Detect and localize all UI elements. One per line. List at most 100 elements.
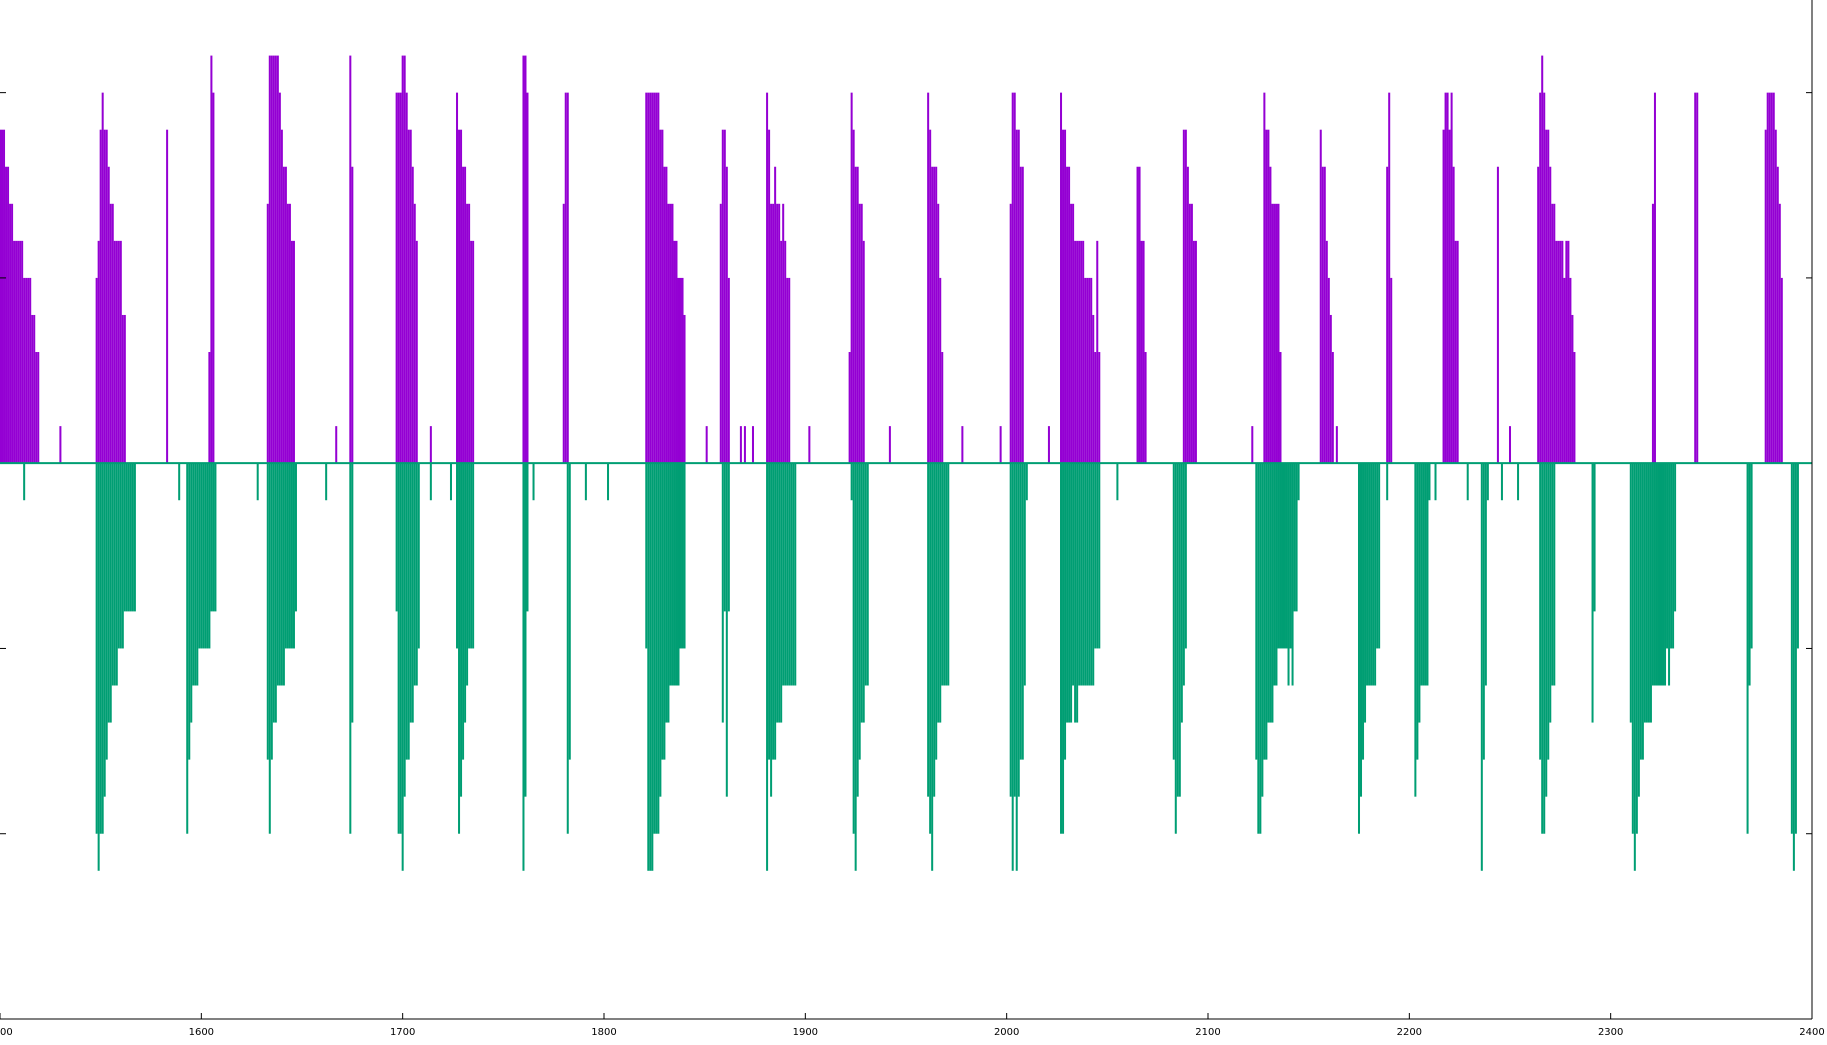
bar: [1768, 92, 1771, 464]
bar: [1265, 129, 1268, 464]
bar: [1414, 463, 1417, 797]
bar: [1017, 463, 1020, 797]
bar: [449, 463, 452, 501]
bar: [786, 277, 789, 464]
bar: [788, 277, 791, 464]
bar: [429, 463, 432, 501]
bar: [349, 463, 352, 834]
bar: [190, 463, 193, 723]
bar: [1539, 463, 1542, 760]
bar: [1023, 463, 1026, 686]
bar: [121, 314, 124, 464]
bar: [1364, 463, 1367, 723]
bar: [1666, 463, 1669, 649]
bar: [526, 92, 529, 464]
bar: [7, 166, 10, 464]
bar: [407, 129, 410, 464]
bar: [1647, 463, 1650, 723]
bar: [1456, 240, 1459, 464]
bar: [860, 203, 863, 464]
bar: [1273, 203, 1276, 464]
bar: [1068, 463, 1071, 723]
bar: [1074, 240, 1077, 464]
bar: [778, 463, 781, 723]
bar: [1776, 166, 1779, 464]
bar: [270, 55, 273, 464]
bar: [856, 463, 859, 797]
bar: [1182, 463, 1185, 686]
bar: [351, 463, 354, 723]
x-tick-label: 2100: [1195, 1027, 1220, 1038]
bar: [671, 203, 674, 464]
bar: [29, 277, 32, 464]
bar: [276, 463, 279, 686]
bar: [194, 463, 197, 686]
bar: [651, 92, 654, 464]
bar: [1370, 463, 1373, 686]
bar: [1088, 277, 1091, 464]
bar: [1796, 463, 1799, 649]
bar: [270, 463, 273, 760]
bar: [1420, 463, 1423, 686]
bar: [111, 203, 114, 464]
bar: [653, 92, 656, 464]
bar: [675, 240, 678, 464]
bar: [1482, 463, 1485, 760]
bar: [1025, 463, 1028, 501]
x-tick-label: 1500: [0, 1027, 13, 1038]
bar: [947, 463, 950, 686]
bar: [415, 463, 418, 686]
bar: [292, 240, 295, 464]
bar: [792, 463, 795, 686]
bar: [1182, 129, 1185, 464]
bar: [677, 277, 680, 464]
bar: [395, 92, 398, 464]
bar: [1778, 203, 1781, 464]
bar: [417, 463, 420, 649]
bar: [1275, 203, 1278, 464]
bar: [466, 463, 469, 686]
bar: [1376, 463, 1379, 649]
bar: [1062, 463, 1065, 834]
bar: [669, 203, 672, 464]
bar: [95, 463, 98, 834]
bar: [1064, 463, 1067, 760]
bar: [774, 166, 777, 464]
bar: [266, 463, 269, 760]
bar: [1662, 463, 1665, 686]
bar: [1186, 166, 1189, 464]
bar: [776, 203, 779, 464]
bar: [208, 352, 211, 464]
bar: [657, 463, 660, 834]
bar: [1541, 463, 1544, 834]
bar: [458, 463, 461, 834]
bar: [681, 463, 684, 649]
bar: [856, 166, 859, 464]
bar: [1277, 203, 1280, 464]
bar: [206, 463, 209, 649]
bar: [23, 463, 26, 501]
bar: [409, 463, 412, 723]
bar: [1774, 129, 1777, 464]
bar: [1444, 92, 1447, 464]
bar: [1070, 463, 1073, 723]
bar: [123, 314, 126, 464]
bar: [25, 277, 28, 464]
bar: [776, 463, 779, 723]
bar: [1569, 277, 1572, 464]
bar: [119, 463, 122, 649]
bar: [405, 92, 408, 464]
bar: [99, 463, 102, 834]
bar: [401, 55, 404, 464]
bar: [1, 129, 4, 464]
bar: [657, 92, 660, 464]
bar: [566, 463, 569, 834]
x-tick-label: 2400: [1799, 1027, 1824, 1038]
bar: [1021, 166, 1024, 464]
bar: [743, 426, 746, 464]
bar: [671, 463, 674, 686]
bar: [659, 463, 662, 797]
bar: [462, 463, 465, 760]
